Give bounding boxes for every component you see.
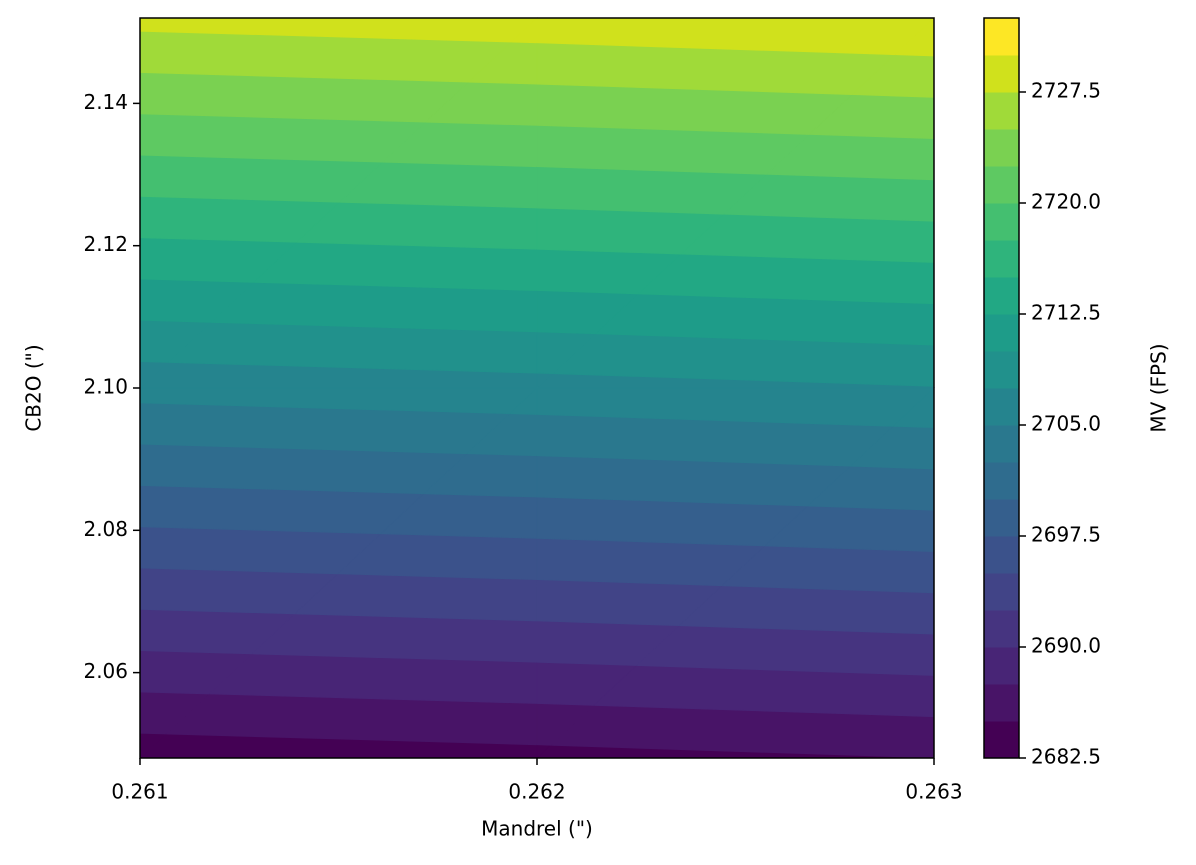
colorbar-band [984, 462, 1019, 500]
y-tick-label: 2.06 [83, 659, 128, 683]
colorbar-tick-label: 2712.5 [1031, 301, 1101, 325]
colorbar-label: MV (FPS) [1147, 343, 1171, 432]
colorbar-band [984, 203, 1019, 241]
x-tick-label: 0.261 [111, 780, 168, 804]
colorbar-band [984, 166, 1019, 204]
x-axis-label: Mandrel (") [481, 817, 593, 841]
colorbar-tick-label: 2727.5 [1031, 79, 1101, 103]
colorbar-band [984, 314, 1019, 352]
x-tick-label: 0.263 [905, 780, 962, 804]
y-axis-label: CB2O (") [22, 344, 46, 431]
colorbar-band [984, 55, 1019, 93]
y-tick-label: 2.10 [83, 375, 128, 399]
contour-band [250, 613, 538, 663]
colorbar-band [984, 129, 1019, 167]
colorbar-tick-label: 2705.0 [1031, 412, 1101, 436]
colorbar-band [984, 92, 1019, 130]
contour-band [678, 585, 935, 635]
contour-band [293, 573, 538, 622]
y-tick-label: 2.08 [83, 517, 128, 541]
colorbar-tick-label: 2720.0 [1031, 190, 1101, 214]
colorbar-band [984, 536, 1019, 574]
x-tick-label: 0.262 [508, 780, 565, 804]
colorbar-tick-label: 2697.5 [1031, 523, 1101, 547]
colorbar-band [984, 573, 1019, 611]
colorbar-band [984, 610, 1019, 648]
contour-band [139, 154, 384, 203]
colorbar-frame [983, 17, 1020, 759]
colorbar-band [984, 388, 1019, 426]
colorbar-band [984, 721, 1019, 759]
y-tick-label: 2.14 [83, 90, 128, 114]
colorbar-band [984, 684, 1019, 722]
colorbar-band [984, 425, 1019, 463]
colorbar-band [984, 18, 1019, 56]
contour-band [679, 213, 935, 263]
colorbar-band [984, 499, 1019, 537]
contour-band [295, 201, 538, 250]
y-tick-label: 2.12 [83, 232, 128, 256]
colorbar-band [984, 351, 1019, 389]
contour-band [139, 526, 382, 575]
colorbar-band [984, 240, 1019, 278]
colorbar-band [984, 647, 1019, 685]
colorbar-tick-label: 2682.5 [1031, 745, 1101, 769]
colorbar-band [984, 277, 1019, 315]
contour-band [252, 241, 538, 291]
colorbar-tick-label: 2690.0 [1031, 634, 1101, 658]
